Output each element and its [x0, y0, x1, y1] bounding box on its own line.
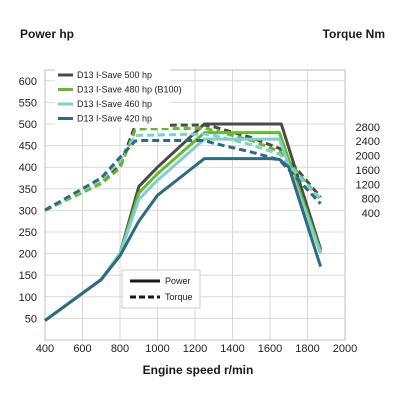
right-tick-label: 400 [362, 208, 380, 220]
left-tick-label: 350 [19, 184, 37, 196]
right-tick-label: 800 [362, 194, 380, 206]
left-tick-label: 200 [19, 249, 37, 261]
legend-label-series-4: D13 I-Save 420 hp [77, 114, 152, 124]
line-style-legend-box [121, 269, 201, 309]
legend-label-series-2: D13 I-Save 480 hp (B100) [77, 85, 182, 95]
left-tick-label: 400 [19, 162, 37, 174]
right-tick-labels: 400 800 1200 1600 2000 2400 2800 [356, 122, 380, 220]
x-tick-label: 1400 [220, 343, 244, 355]
left-tick-label: 300 [19, 205, 37, 217]
left-tick-label: 250 [19, 227, 37, 239]
series-legend-background [55, 68, 170, 128]
left-tick-label: 500 [19, 119, 37, 131]
left-tick-label: 50 [25, 313, 37, 325]
left-tick-labels: 50 100 150 200 250 300 350 400 450 500 550 600 [19, 76, 37, 326]
left-tick-label: 550 [19, 97, 37, 109]
right-tick-label: 2400 [356, 136, 380, 148]
series-legend: D13 I-Save 500 hp D13 I-Save 480 hp (B100… [55, 68, 182, 128]
x-tick-label: 800 [111, 343, 129, 355]
solid-line-label: Power [165, 276, 191, 286]
left-tick-label: 150 [19, 270, 37, 282]
x-tick-label: 1000 [145, 343, 169, 355]
x-tick-label: 600 [73, 343, 91, 355]
plot-frame [44, 69, 346, 341]
x-tick-labels: 400 600 800 1000 1200 1400 1600 1800 2000 [36, 343, 357, 355]
torque-line-series-3 [44, 132, 322, 212]
left-tick-label: 600 [19, 76, 37, 88]
x-tick-label: 1600 [258, 343, 282, 355]
right-tick-label: 2000 [356, 151, 380, 163]
left-tick-label: 100 [19, 292, 37, 304]
left-axis-title: Power hp [20, 27, 74, 41]
x-tick-label: 1200 [183, 343, 207, 355]
x-tick-label: 400 [36, 343, 54, 355]
right-axis-title: Torque Nm [323, 27, 385, 41]
dashed-line-label: Torque [165, 292, 193, 302]
legend-label-series-3: D13 I-Save 460 hp [77, 99, 152, 109]
legend-label-series-1: D13 I-Save 500 hp [77, 70, 152, 80]
left-tick-label: 450 [19, 141, 37, 153]
torque-line-series-1 [44, 123, 322, 212]
line-style-legend: Power Torque [121, 269, 201, 309]
right-tick-label: 1600 [356, 165, 380, 177]
right-tick-label: 2800 [356, 122, 380, 134]
series-lines [44, 122, 323, 322]
x-axis-title: Engine speed r/min [143, 363, 254, 377]
x-tick-label: 2000 [333, 343, 357, 355]
torque-line-series-4 [44, 139, 322, 212]
right-tick-label: 1200 [356, 179, 380, 191]
x-tick-label: 1800 [295, 343, 319, 355]
